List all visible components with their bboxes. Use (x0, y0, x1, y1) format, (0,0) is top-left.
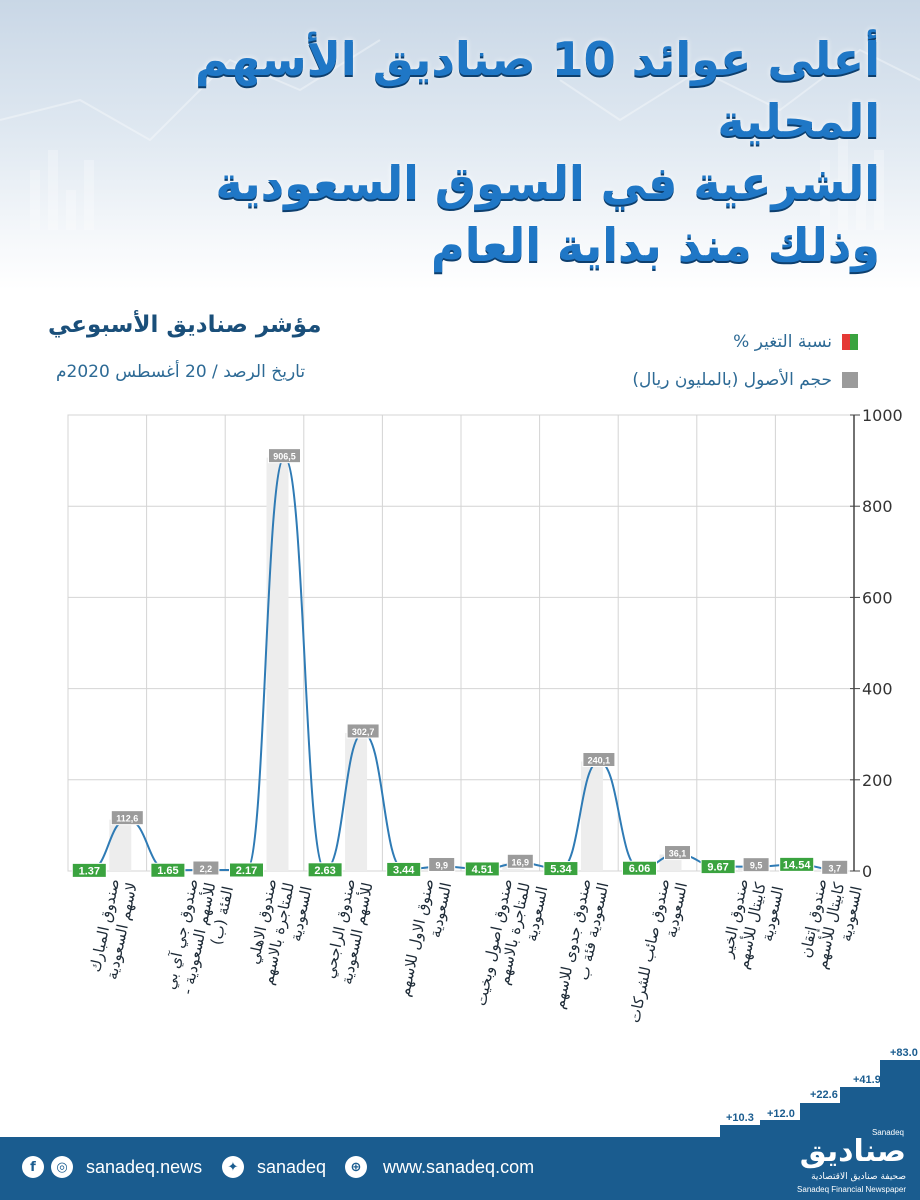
legend-swatch-change (842, 334, 858, 350)
y-tick-label: 200 (862, 771, 893, 790)
asset-label-box (192, 860, 220, 876)
y-tick-label: 400 (862, 680, 893, 699)
change-label-box (229, 862, 264, 878)
asset-bar (580, 761, 603, 871)
logo-latin: Sanadeq (871, 1128, 904, 1137)
logo-subtitle-en: Sanadeq Financial Newspaper (797, 1185, 906, 1194)
title-line-2: الشرعية في السوق السعودية (215, 156, 880, 210)
asset-label-box (506, 853, 534, 869)
y-tick-label: 1000 (862, 406, 903, 425)
change-data-label: 9.67 (707, 862, 728, 874)
change-label-box (307, 862, 343, 878)
asset-data-label: 112,6 (116, 814, 138, 824)
change-data-label: 4.51 (472, 864, 493, 876)
asset-data-label: 302,7 (352, 727, 375, 737)
title-line-3: وذلك منذ بداية العام (431, 218, 880, 272)
change-data-label: 14.54 (783, 859, 811, 871)
date-line: تاريخ الرصد / 20 أغسطس 2020م (56, 362, 306, 382)
change-data-label: 5.34 (550, 864, 572, 876)
globe-icon[interactable]: ⊕ (345, 1156, 367, 1178)
change-label-box (386, 861, 422, 877)
facebook-icon[interactable]: f (22, 1156, 44, 1178)
title-line-1: أعلى عوائد 10 صناديق الأسهم المحلية (194, 32, 880, 148)
hero-decoration (0, 39, 920, 230)
change-data-label: 3.44 (393, 864, 415, 876)
change-data-label: 2.63 (314, 865, 335, 877)
stair-label-5: +83.0 (890, 1047, 918, 1059)
legend-item-change: نسبة التغير % (632, 330, 858, 354)
change-label-box (150, 862, 186, 878)
change-data-label: 1.65 (157, 865, 178, 877)
footer-handle-1[interactable]: sanadeq.news (86, 1157, 203, 1177)
asset-data-label: 9,5 (750, 861, 763, 871)
change-data-label: 1.37 (79, 865, 100, 877)
hero-banner: أعلى عوائد 10 صناديق الأسهم المحلية الشر… (0, 0, 920, 290)
asset-bar (345, 732, 368, 871)
change-label-box (779, 856, 815, 872)
y-tick-label: 0 (862, 862, 872, 881)
footer-handle-2[interactable]: sanadeq (257, 1157, 327, 1177)
change-label-box (464, 861, 500, 877)
y-tick-label: 800 (862, 497, 893, 516)
change-data-label: 2.17 (236, 865, 257, 877)
asset-data-label: 16,9 (512, 857, 530, 867)
stair-label-1: +10.3 (726, 1112, 754, 1124)
stair-label-4: +41.9 (853, 1074, 881, 1086)
legend-item-assets: حجم الأصول (بالمليون ريال) (632, 368, 858, 392)
legend-swatch-assets (842, 372, 858, 388)
change-label-box (700, 859, 736, 875)
asset-bar (109, 819, 132, 871)
main-title: أعلى عوائد 10 صناديق الأسهم المحلية الشر… (20, 28, 880, 276)
asset-data-label: 36,1 (669, 849, 687, 859)
chart: 0 200 400 600 800 1000 112,6 2,2 906,5 302,7 9,9 16… (67, 406, 903, 1024)
change-label-box (622, 860, 657, 876)
asset-label-box (821, 859, 849, 875)
logo: صناديق (799, 1134, 906, 1169)
legend-label-assets: حجم الأصول (بالمليون ريال) (632, 370, 832, 390)
footer-website[interactable]: www.sanadeq.com (383, 1157, 535, 1177)
asset-data-label: 9,9 (435, 860, 448, 870)
asset-label-box (428, 856, 456, 872)
logo-subtitle-ar: صحيفة صناديق الاقتصادية (811, 1172, 906, 1182)
stair-label-2: +12.0 (767, 1108, 795, 1120)
twitter-icon[interactable]: ✦ (222, 1156, 244, 1178)
change-label-box (543, 861, 579, 877)
asset-label-box (742, 857, 770, 873)
asset-data-label: 240,1 (588, 756, 611, 766)
asset-label-box (346, 723, 380, 739)
footer-bar: f ◎ sanadeq.news ✦ sanadeq ⊕ www.sanadeq… (0, 1137, 920, 1200)
asset-label-box (582, 752, 616, 768)
legend-label-change: نسبة التغير % (733, 332, 832, 352)
change-label-box (71, 862, 107, 878)
y-tick-label: 600 (862, 588, 893, 607)
asset-data-label: 2,2 (200, 864, 213, 874)
chart-legend: نسبة التغير % حجم الأصول (بالمليون ريال) (632, 330, 858, 406)
asset-data-label: 3,7 (828, 863, 841, 873)
asset-label-box (268, 448, 301, 464)
instagram-icon[interactable]: ◎ (51, 1156, 73, 1178)
asset-data-label: 906,5 (273, 452, 296, 462)
asset-label-box (664, 845, 691, 861)
stairs-graphic (720, 1060, 920, 1137)
stair-label-3: +22.6 (810, 1089, 838, 1101)
asset-label-box (110, 810, 144, 826)
chart-subtitle: مؤشر صناديق الأسبوعي (48, 312, 322, 338)
change-data-label: 6.06 (629, 863, 650, 875)
asset-bar (266, 457, 289, 871)
